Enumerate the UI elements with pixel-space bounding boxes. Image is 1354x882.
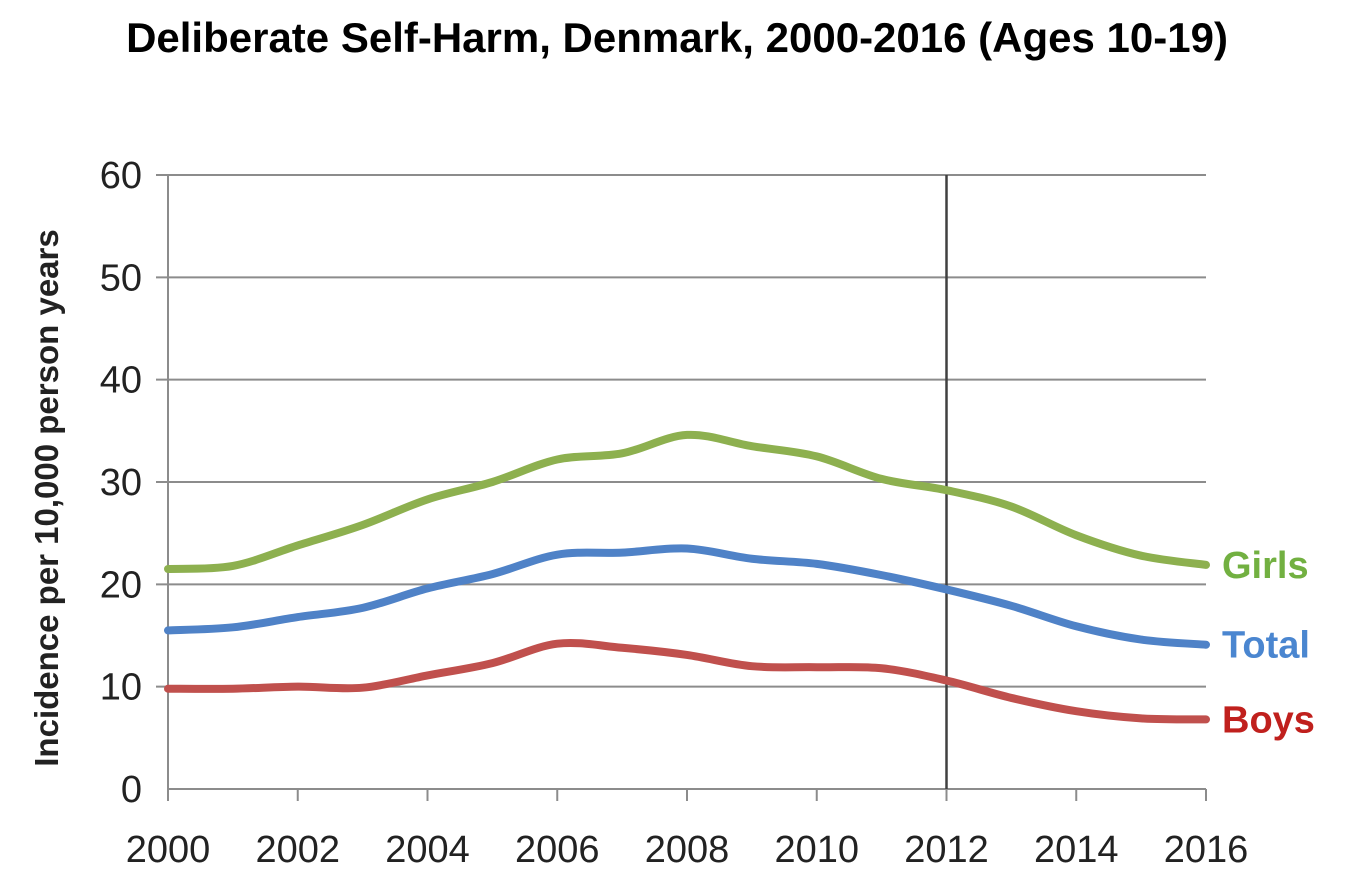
series-lines [164, 430, 1210, 724]
y-tick-label: 0 [121, 769, 142, 811]
y-tick-label: 10 [100, 667, 142, 709]
series-label-boys: Boys [1222, 699, 1315, 741]
x-tick-label: 2014 [1034, 829, 1119, 871]
series-line-boys [164, 638, 1210, 724]
x-tick-label: 2004 [385, 829, 470, 871]
x-tick-label: 2000 [126, 829, 211, 871]
x-tick-label: 2002 [255, 829, 340, 871]
series-line-girls [164, 430, 1210, 573]
chart-title: Deliberate Self-Harm, Denmark, 2000-2016… [126, 14, 1228, 61]
y-axis-label: Incidence per 10,000 person years [28, 229, 65, 766]
series-label-total: Total [1222, 625, 1310, 667]
x-tick-label: 2008 [645, 829, 730, 871]
axes: 0 10 20 30 40 50 60 2000 2002 2004 2006 2008 2010 201… [100, 155, 1249, 871]
x-tick-label: 2010 [774, 829, 859, 871]
gridlines [156, 174, 1206, 688]
x-tick-label: 2006 [515, 829, 600, 871]
x-tick-label: 2012 [904, 829, 989, 871]
x-tick-label: 2016 [1164, 829, 1249, 871]
series-line-total [164, 544, 1210, 649]
y-tick-label: 30 [100, 462, 142, 504]
y-tick-label: 20 [100, 564, 142, 606]
y-tick-label: 50 [100, 257, 142, 299]
series-labels: Girls Total Boys [1222, 545, 1315, 742]
y-tick-label: 40 [100, 360, 142, 402]
series-label-girls: Girls [1222, 545, 1309, 587]
y-tick-label: 60 [100, 155, 142, 197]
